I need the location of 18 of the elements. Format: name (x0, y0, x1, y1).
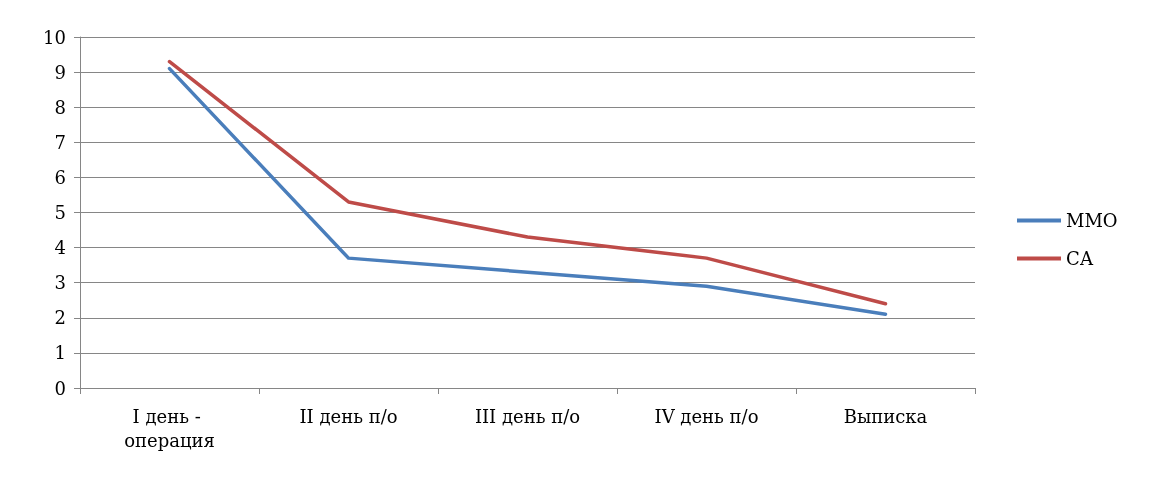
y-tick-label: 9 (54, 61, 66, 83)
x-tick-label: I день - операция (124, 405, 215, 451)
x-tick-label: II день п/о (299, 405, 398, 427)
y-tick-label: 8 (54, 96, 66, 118)
y-tick-label: 5 (54, 202, 66, 223)
y-tick-label: 7 (54, 131, 66, 153)
legend-label: ММО (1066, 210, 1118, 231)
y-tick-label: 10 (43, 26, 66, 48)
x-tick-label: Выписка (843, 405, 928, 427)
legend-label: СА (1066, 248, 1094, 269)
y-tick-label: 4 (54, 237, 66, 259)
y-tick-label: 2 (54, 307, 66, 329)
x-tick-label: III день п/о (474, 405, 581, 427)
y-tick-label: 3 (54, 272, 66, 294)
y-tick-label: 0 (54, 377, 66, 399)
y-tick-label: 1 (54, 342, 66, 364)
y-tick-label: 6 (54, 166, 66, 188)
x-tick-label: IV день п/о (654, 405, 759, 427)
